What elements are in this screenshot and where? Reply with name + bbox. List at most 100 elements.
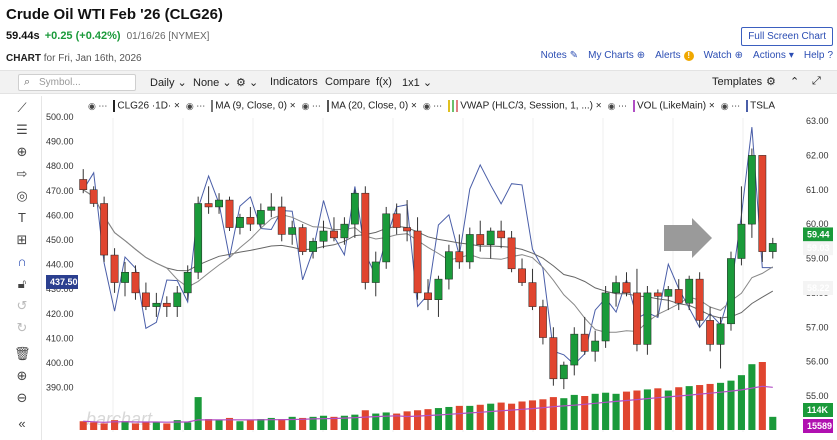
candle-body (653, 292, 662, 297)
candle-body (298, 227, 307, 252)
volume-bar (622, 391, 631, 430)
shapes-icon[interactable]: ◎ (16, 188, 28, 203)
candle-body (570, 333, 579, 366)
full-screen-chart-button[interactable]: Full Screen Chart (741, 27, 833, 46)
candle-body (497, 230, 506, 239)
close-icon[interactable]: × (174, 100, 180, 112)
alerts-label: Alerts (655, 50, 681, 61)
chart-toolbar: ⌕ Symbol... Daily ⌄ None ⌄ ⚙ ⌄ Indicator… (0, 70, 837, 94)
settings-select[interactable]: ⚙ ⌄ (236, 76, 258, 89)
text-icon[interactable]: T (18, 210, 26, 225)
trash-icon[interactable]: 🗑︎ (14, 346, 31, 361)
top-links: Notes ✎ My Charts ⊕ Alerts! Watch ⊕ Actions… (541, 50, 833, 61)
volume-bar (508, 403, 516, 430)
period-select[interactable]: Daily ⌄ (150, 76, 187, 89)
close-icon[interactable]: × (708, 100, 715, 112)
candle-body (194, 203, 203, 273)
watch-link[interactable]: Watch ⊕ (704, 50, 743, 61)
eye-icon[interactable]: ◉ ⋯ (720, 100, 741, 111)
notes-label: Notes (540, 50, 567, 61)
left-axis-label: 390.00 (46, 383, 74, 393)
ma9-line (82, 189, 774, 333)
redo-icon[interactable]: ↻ (16, 320, 28, 335)
eye-icon[interactable]: ◉ ⋯ (88, 100, 108, 111)
volume-tag: 114K (807, 405, 829, 415)
collapse-sidebar-icon[interactable]: « (18, 416, 26, 431)
zoom-in-icon[interactable]: ⊕ (16, 368, 28, 383)
undo-icon[interactable]: ↺ (16, 298, 28, 313)
volume-bar (696, 385, 704, 430)
alerts-link[interactable]: Alerts! (655, 50, 694, 61)
close-icon[interactable]: × (595, 100, 602, 112)
volume-bar (414, 410, 422, 430)
zoom-out-icon[interactable]: ⊖ (16, 390, 28, 405)
trendline-icon[interactable]: ⟋ (17, 100, 27, 115)
candle-body (215, 199, 223, 208)
volume-bar (205, 419, 213, 430)
notes-link[interactable]: Notes ✎ (541, 50, 579, 61)
lock-icon[interactable]: 🔓︎ (17, 276, 27, 291)
candle-body (371, 261, 380, 283)
legend-vol-label: VOL (LikeMain) (637, 100, 707, 112)
ma20-tag: 58.22 (807, 283, 830, 293)
volume-bar (560, 398, 568, 430)
candle-body (601, 292, 610, 342)
volume-bar (487, 403, 495, 430)
candle-body (695, 278, 704, 321)
price-change: +0.25 (+0.42%) (44, 30, 121, 42)
candle-body (152, 302, 161, 307)
quote-line: 59.44s +0.25 (+0.42%) 01/16/26 [NYMEX] (6, 30, 209, 42)
compare-select[interactable]: None ⌄ (193, 76, 232, 89)
last-price-tag: 59.44 (807, 229, 830, 239)
candle-body (444, 251, 453, 280)
candle-body (382, 213, 391, 263)
gear-icon[interactable]: ⚙ (766, 76, 776, 88)
volume-ma-tag: 15589 (807, 421, 832, 431)
magnet-icon[interactable]: ∩ (17, 254, 27, 269)
crosshair-icon[interactable]: ⊕ (16, 144, 28, 159)
volume-bar (163, 423, 171, 430)
measure-icon[interactable]: ⊞ (16, 232, 28, 247)
close-icon[interactable]: × (410, 100, 417, 112)
eye-icon[interactable]: ◉ ⋯ (185, 100, 206, 111)
volume-bar (664, 390, 672, 430)
right-axis-label: 59.00 (806, 254, 829, 264)
legend-symbol: CLG26 ·1D· × (113, 100, 180, 112)
eye-icon[interactable]: ◉ ⋯ (607, 100, 627, 111)
ma20-tag-bg (803, 281, 833, 295)
compare-button[interactable]: Compare (325, 76, 371, 88)
eye-icon[interactable]: ◉ ⋯ (422, 100, 443, 111)
volume-bar (518, 401, 526, 430)
actions-menu[interactable]: Actions ▾ (753, 50, 794, 61)
help-link[interactable]: Help? (804, 50, 833, 61)
eye-icon[interactable]: ◉ ⋯ (301, 100, 321, 111)
left-price-tag: 437.50 (50, 277, 78, 287)
arrow-icon[interactable]: ⇨ (16, 166, 28, 181)
candle-body (507, 237, 516, 270)
my-charts-link[interactable]: My Charts ⊕ (588, 50, 645, 61)
caret-down-icon: ▾ (788, 50, 794, 61)
page-title: Crude Oil WTI Feb '26 (CLG26) (6, 6, 223, 23)
candle-body (716, 323, 725, 345)
ratio-select[interactable]: 1x1 ⌄ (402, 76, 432, 89)
templates-button[interactable]: Templates (712, 76, 763, 88)
candle-body (737, 223, 746, 259)
candle-body (643, 292, 652, 345)
volume-bar (497, 402, 505, 430)
fibonacci-icon[interactable]: ☰ (16, 122, 28, 137)
symbol-search-input[interactable]: ⌕ Symbol... (18, 74, 136, 91)
volume-bar (643, 389, 651, 430)
fx-button[interactable]: f(x) (376, 76, 392, 88)
candle-body (403, 227, 412, 232)
volume-bar (79, 421, 87, 430)
expand-icon[interactable]: ⤢ (812, 75, 821, 87)
indicators-button[interactable]: Indicators (270, 76, 318, 88)
volume-bar (716, 382, 725, 430)
candle-body (204, 203, 213, 208)
right-axis-label: 63.00 (806, 116, 829, 126)
legend-ma9: MA (9, Close, 0) × (211, 100, 296, 112)
collapse-icon[interactable]: ⌃ (790, 76, 800, 88)
volume-bar (393, 413, 401, 430)
close-icon[interactable]: × (289, 100, 296, 112)
